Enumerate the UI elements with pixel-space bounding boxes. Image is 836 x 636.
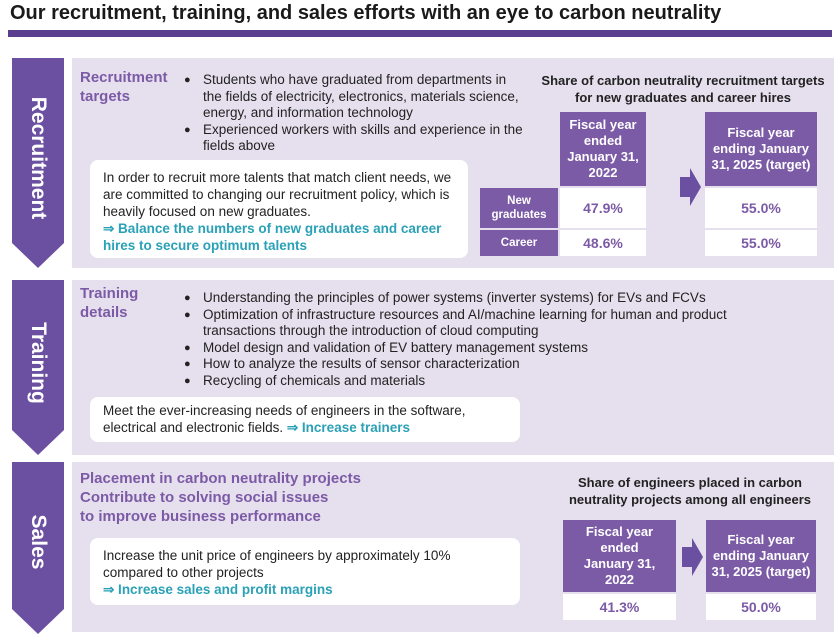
arrow <box>682 538 703 576</box>
section-label: Recruitment <box>12 58 64 258</box>
section-heading: Placement in carbon neutrality projects … <box>80 469 480 526</box>
bullet: Model design and validation of EV batter… <box>184 340 784 357</box>
heading-line: Placement in carbon neutrality projects <box>80 470 361 487</box>
note: Increase the unit price of engineers by … <box>103 548 451 580</box>
bullet: Students who have graduated from departm… <box>184 72 524 122</box>
section-band <box>12 58 64 268</box>
note-box: Increase the unit price of engineers by … <box>90 538 520 605</box>
column-header: Fiscal year ending January 31, 2025 (tar… <box>706 520 816 592</box>
table-title: Share of engineers placed in carbon neut… <box>568 475 811 507</box>
note: Meet the ever-increasing needs of engine… <box>103 403 466 435</box>
action: ⇒ Increase sales and profit margins <box>103 582 333 597</box>
bullet: Recycling of chemicals and materials <box>184 373 784 390</box>
bullet-list: Students who have graduated from departm… <box>184 72 524 155</box>
bullet: How to analyze the results of sensor cha… <box>184 356 784 373</box>
table-value: 47.9% <box>560 188 646 228</box>
section-label-text: Recruitment <box>27 96 50 220</box>
section-heading: Recruitment targets <box>80 69 168 105</box>
page-title: Our recruitment, training, and sales eff… <box>10 2 722 24</box>
title-rule <box>8 30 832 37</box>
arrow <box>680 168 701 206</box>
bullet: Optimization of infrastructure resources… <box>184 307 784 340</box>
table-value: 50.0% <box>706 594 816 620</box>
section-band <box>12 280 64 455</box>
table-value: 41.3% <box>563 594 676 620</box>
bullet: Understanding the principles of power sy… <box>184 290 784 307</box>
action: ⇒ Balance the numbers of new graduates a… <box>103 221 442 253</box>
bullet-list: Understanding the principles of power sy… <box>184 290 784 389</box>
note-box: In order to recruit more talents that ma… <box>90 160 468 258</box>
section-label: Sales <box>12 462 64 622</box>
table-title: Share of carbon neutrality recruitment t… <box>541 73 825 105</box>
column-header: Fiscal year ended January 31, 2022 <box>560 112 646 186</box>
table-value: 55.0% <box>705 230 817 256</box>
section-band <box>12 462 64 634</box>
heading-line: Contribute to solving social issues <box>80 489 329 506</box>
note-box: Meet the ever-increasing needs of engine… <box>90 397 520 442</box>
section-label-text: Training <box>27 321 50 404</box>
row-label: Career <box>480 230 558 256</box>
column-header: Fiscal year ended January 31, 2022 <box>563 520 676 592</box>
heading-line: to improve business performance <box>80 508 321 525</box>
row-label: New graduates <box>480 188 558 228</box>
section-label-text: Sales <box>27 514 50 570</box>
bullet: Experienced workers with skills and expe… <box>184 122 524 155</box>
column-header: Fiscal year ending January 31, 2025 (tar… <box>705 112 817 186</box>
table-value: 55.0% <box>705 188 817 228</box>
table-value: 48.6% <box>560 230 646 256</box>
section-heading: Training details <box>80 285 139 321</box>
section-label: Training <box>12 280 64 445</box>
action: ⇒ Increase trainers <box>286 420 410 435</box>
note: In order to recruit more talents that ma… <box>103 170 452 219</box>
